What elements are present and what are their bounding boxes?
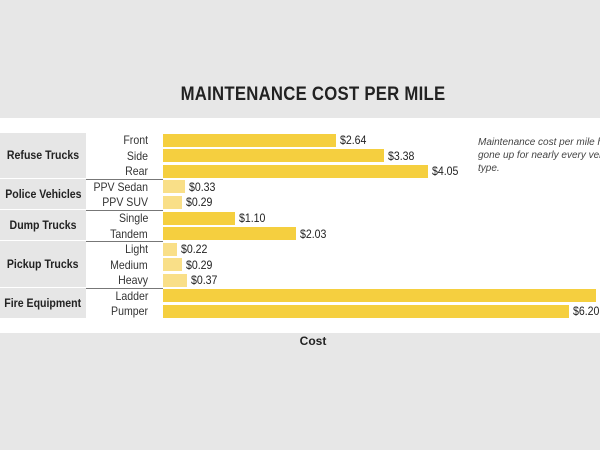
- category-label: PPV SUV: [102, 195, 148, 210]
- value-label: $0.37: [191, 273, 218, 288]
- bar[interactable]: [163, 133, 336, 147]
- bar[interactable]: [163, 164, 429, 178]
- group-label: Police Vehicles: [0, 179, 86, 210]
- value-label: $1.10: [239, 211, 266, 226]
- group-label-text: Pickup Trucks: [7, 257, 79, 272]
- bar[interactable]: [163, 227, 296, 241]
- category-label: Side: [126, 148, 148, 163]
- value-label: $2.03: [299, 226, 327, 241]
- group-label: Refuse Trucks: [0, 132, 86, 179]
- bar[interactable]: [163, 304, 570, 318]
- bar[interactable]: [163, 180, 185, 194]
- category-label: PPV Sedan: [93, 179, 148, 194]
- chart-title: MAINTENANCE COST PER MILE: [180, 84, 446, 105]
- category-label: Tandem: [110, 226, 148, 241]
- bar[interactable]: [163, 149, 385, 163]
- bar[interactable]: [163, 242, 178, 256]
- bar[interactable]: [163, 289, 596, 303]
- value-label: $0.33: [188, 179, 216, 194]
- value-label: $0.22: [181, 242, 208, 257]
- x-axis-label: Cost: [299, 334, 327, 348]
- group-label-text: Dump Trucks: [9, 218, 77, 233]
- bar[interactable]: [163, 195, 182, 209]
- category-label: Heavy: [118, 273, 148, 288]
- category-label: Rear: [125, 164, 148, 179]
- value-label: $0.29: [185, 195, 213, 210]
- value-label: $6.20: [573, 304, 600, 319]
- bar[interactable]: [163, 258, 182, 272]
- group-label: Dump Trucks: [0, 210, 86, 241]
- group-label-text: Fire Equipment: [4, 296, 82, 311]
- value-label: $4.05: [432, 164, 459, 179]
- group-label-text: Refuse Trucks: [6, 148, 80, 163]
- value-label: $3.38: [388, 148, 415, 163]
- category-label: Front: [123, 133, 148, 148]
- chart-annotation: Maintenance cost per mile has gone up fo…: [478, 137, 600, 174]
- value-label: $2.64: [339, 133, 367, 148]
- chart-panel: Maintenance cost per mile has gone up fo…: [0, 118, 600, 333]
- group-label: Pickup Trucks: [0, 241, 86, 287]
- category-label: Ladder: [115, 288, 148, 303]
- category-label: Pumper: [111, 304, 148, 319]
- group-label: Fire Equipment: [0, 288, 86, 319]
- value-label: $0.29: [185, 257, 213, 272]
- bar[interactable]: [163, 273, 188, 287]
- group-label-text: Police Vehicles: [4, 187, 82, 202]
- category-label: Single: [118, 211, 148, 226]
- category-label: Medium: [110, 257, 148, 272]
- category-label: Light: [125, 242, 148, 257]
- bar[interactable]: [163, 211, 236, 225]
